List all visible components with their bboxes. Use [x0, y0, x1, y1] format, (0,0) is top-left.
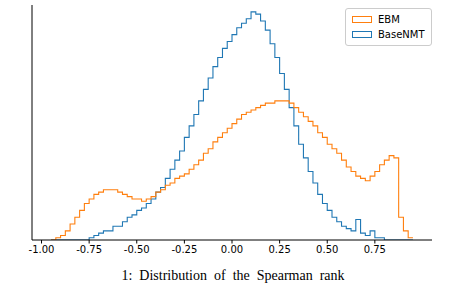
- svg-text:0.75: 0.75: [364, 244, 386, 255]
- svg-text:-0.50: -0.50: [124, 244, 150, 255]
- html-text:EBM: EBM: [378, 14, 400, 25]
- svg-text:-1.00: -1.00: [29, 244, 55, 255]
- svg-text:0.50: 0.50: [316, 244, 338, 255]
- html-text:BaseNMT: BaseNMT: [378, 29, 425, 40]
- html-text:1: Distribution of the Spearma: 1: Distribution of the Spearman rank: [121, 268, 345, 283]
- svg-text:0.00: 0.00: [221, 244, 243, 255]
- svg-text:0.25: 0.25: [268, 244, 290, 255]
- svg-text:-0.75: -0.75: [76, 244, 102, 255]
- svg-text:-0.25: -0.25: [171, 244, 197, 255]
